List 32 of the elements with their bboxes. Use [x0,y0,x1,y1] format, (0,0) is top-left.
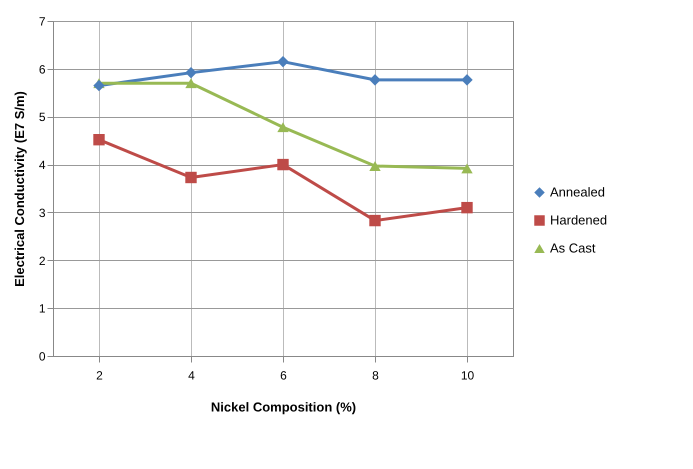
y-tick-label: 1 [38,302,46,316]
x-tick-label: 8 [372,368,380,382]
point [369,214,381,226]
point [369,74,381,86]
point [277,56,289,68]
y-tick-label: 0 [38,350,46,364]
y-tick-label: 4 [38,158,46,172]
legend-label: As Cast [550,240,596,256]
y-tick-label: 3 [38,206,46,220]
y-tick-label: 5 [38,110,46,124]
point [277,122,289,132]
legend-label: Hardened [550,212,608,228]
legend-label: Annealed [550,184,605,200]
x-tick-label: 10 [460,368,474,382]
point [185,172,197,184]
point [277,158,289,170]
point [185,66,197,78]
x-axis-title: Nickel Composition (%) [210,400,356,414]
point [369,161,381,171]
point [461,163,473,174]
point [93,80,105,92]
point [185,78,197,88]
x-tick-label: 4 [188,368,196,382]
y-tick-label: 6 [38,62,46,76]
y-axis-title: Electrical Conductivity (E7 S/m) [12,91,27,287]
x-tick-label: 6 [280,368,288,382]
y-tick-label: 7 [38,14,46,28]
point [93,134,105,146]
x-tick-label: 2 [96,368,104,382]
point [461,74,473,86]
point [461,202,473,214]
y-tick-label: 2 [38,254,46,268]
